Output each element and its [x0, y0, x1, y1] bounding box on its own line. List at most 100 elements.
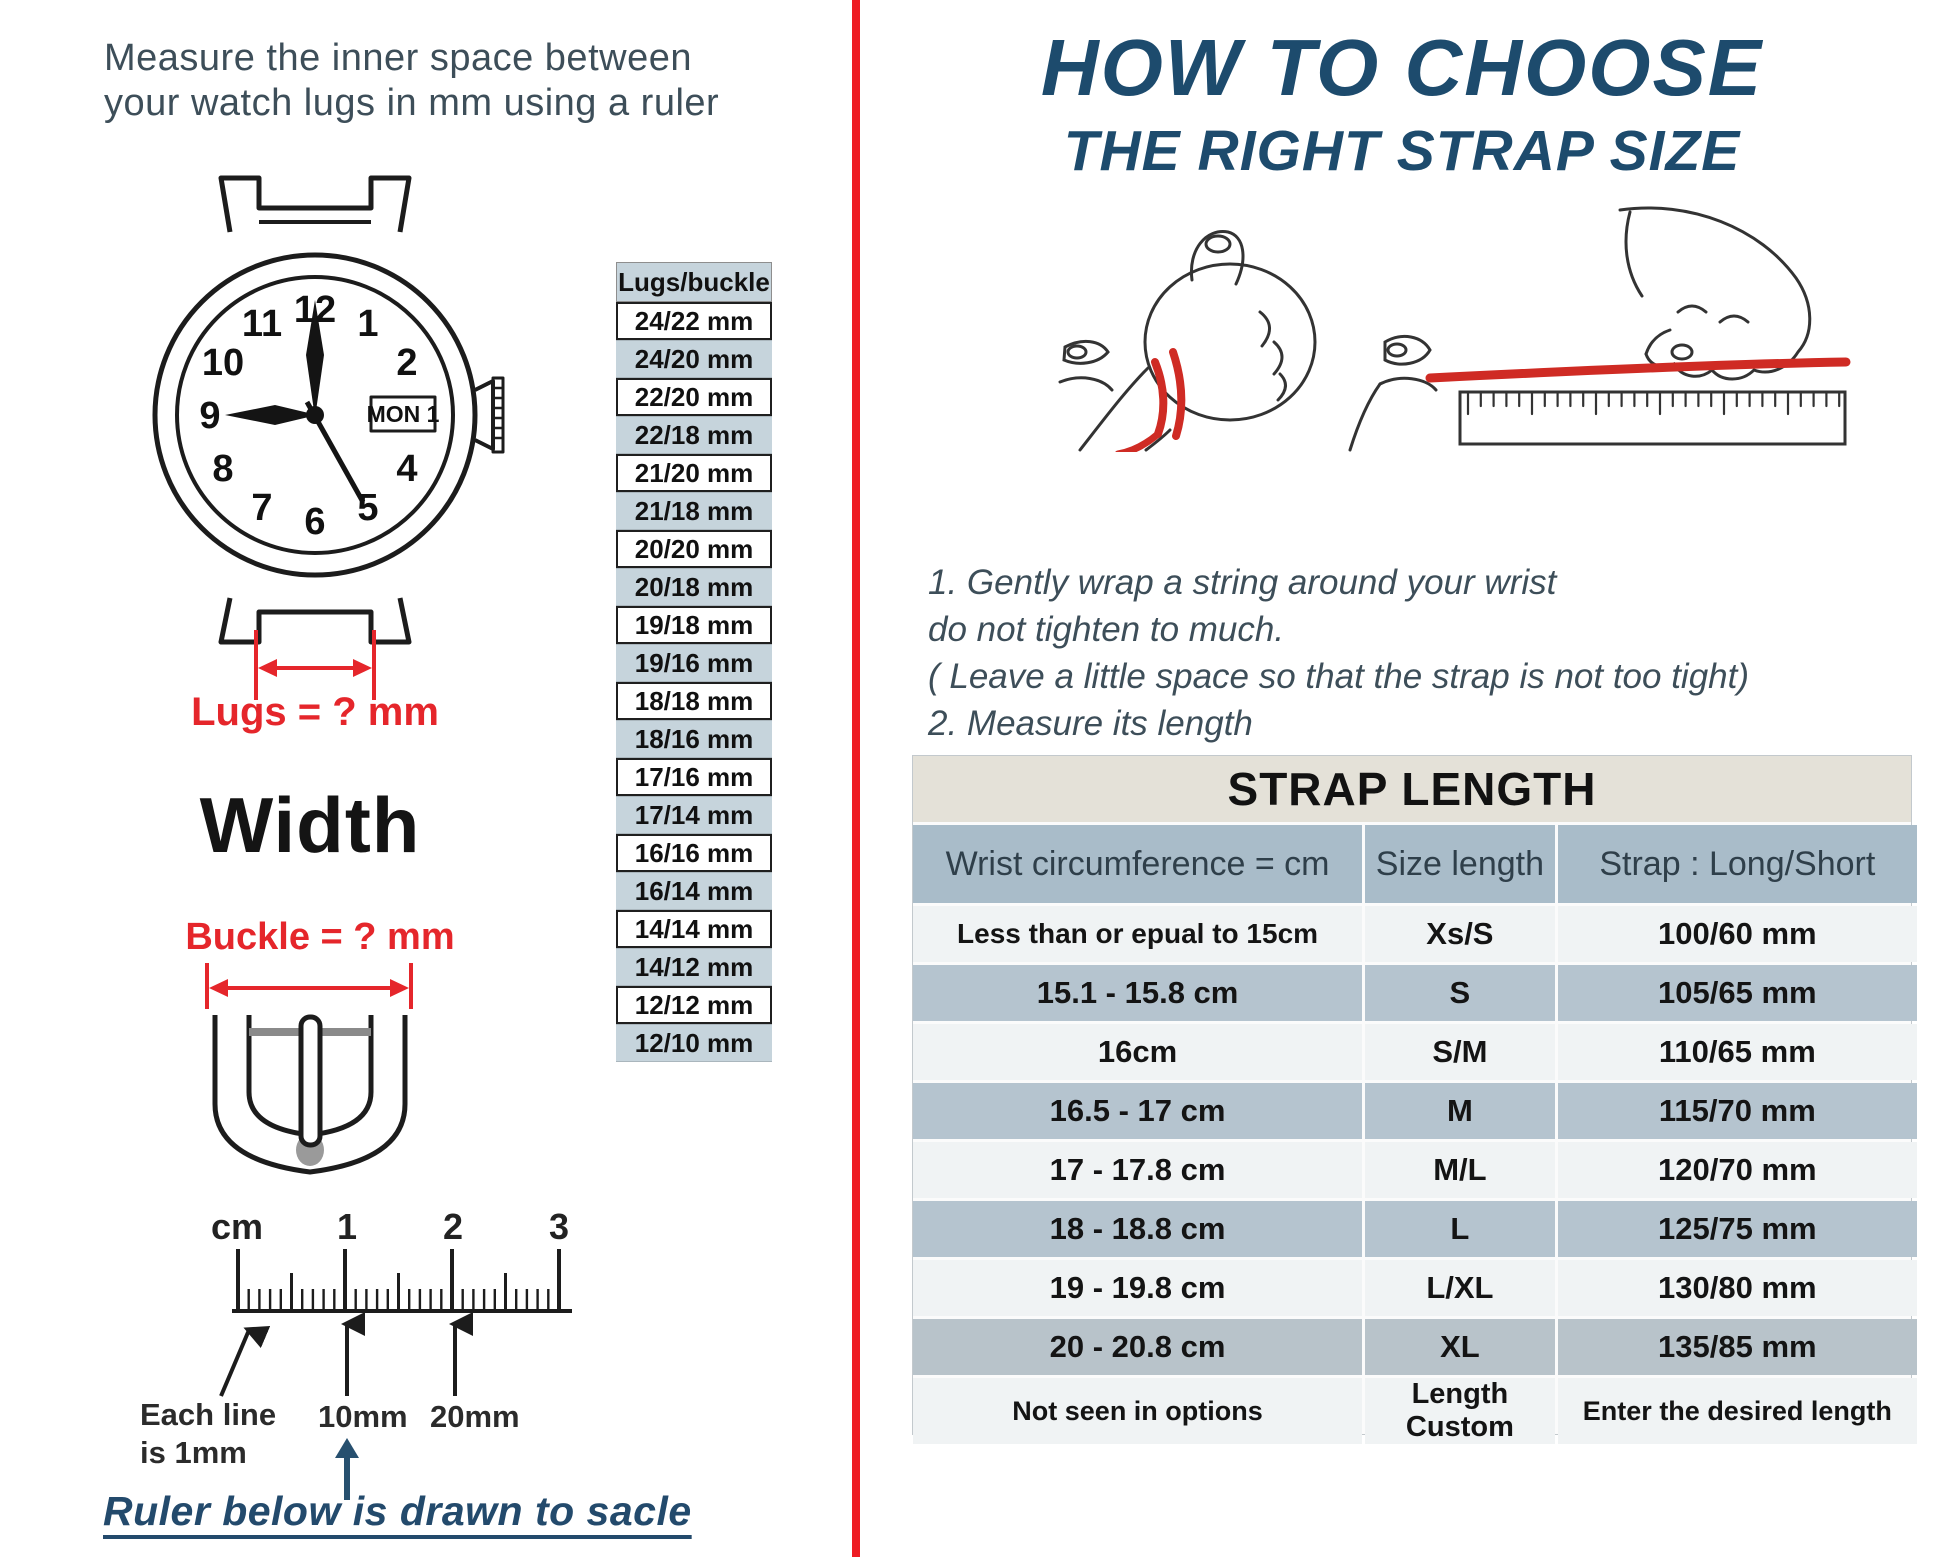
instruction-line: 1. Gently wrap a string around your wris… [928, 563, 1557, 602]
size-list-item: 21/18 mm [616, 492, 772, 530]
table-row: 16cm S/M 110/65 mm [913, 1024, 1917, 1080]
table-cell: 125/75 mm [1557, 1201, 1917, 1257]
table-cell: L [1365, 1201, 1555, 1257]
each-line-label-1: Each line [140, 1397, 277, 1432]
ruler-illustration [232, 1249, 572, 1313]
red-divider-line [852, 0, 860, 1557]
size-list-item: 14/12 mm [616, 948, 772, 986]
watch-number: 4 [396, 448, 417, 490]
watch-hands [225, 300, 366, 504]
table-cell: Not seen in options [913, 1378, 1363, 1444]
date-window-text: MON 1 [367, 401, 440, 427]
buckle-illustration [212, 1014, 408, 1175]
watch-illustration: 12 1 2 4 5 6 7 8 9 10 11 MON 1 [152, 175, 505, 645]
table-cell: S [1365, 965, 1555, 1021]
instructions: 1. Gently wrap a string around your wris… [928, 560, 1788, 748]
strap-table-title: STRAP LENGTH [913, 756, 1911, 822]
red-string-stretched [1425, 357, 1851, 383]
column-header-strap: Strap : Long/Short [1557, 825, 1917, 903]
size-list-item: 24/22 mm [616, 302, 772, 340]
table-cell: Enter the desired length [1557, 1378, 1917, 1444]
size-list-item: 22/18 mm [616, 416, 772, 454]
table-cell: 20 - 20.8 cm [913, 1319, 1363, 1375]
scale-note: Ruler below is drawn to sacle [103, 1488, 692, 1534]
table-cell: 16cm [913, 1024, 1363, 1080]
lugs-measure-arrow [254, 630, 376, 700]
table-cell: M/L [1365, 1142, 1555, 1198]
red-string [1115, 348, 1186, 452]
left-heading-line1: Measure the inner space between [104, 37, 692, 79]
instruction-line: 2. Measure its length [928, 703, 1253, 743]
strap-length-table: STRAP LENGTH Wrist circumference = cm Si… [912, 755, 1917, 1444]
size-list-item: 12/12 mm [616, 986, 772, 1024]
watch-number: 2 [396, 342, 417, 384]
table-row: Not seen in options Length Custom Enter th… [913, 1378, 1917, 1444]
table-cell: XL [1365, 1319, 1555, 1375]
size-list-item: 20/18 mm [616, 568, 772, 606]
left-heading: Measure the inner space between your wat… [104, 36, 864, 126]
ruler-pointer-arrows [219, 1312, 473, 1397]
watch-number: 10 [202, 342, 244, 384]
mini-ruler-ticks [1466, 390, 1841, 416]
buckle-width-label: Buckle = ? mm [185, 916, 455, 958]
table-row: 15.1 - 15.8 cm S 105/65 mm [913, 965, 1917, 1021]
size-list-rows: 24/22 mm 24/20 mm 22/20 mm 22/18 mm 21/20 mm… [616, 302, 772, 1062]
table-cell: 115/70 mm [1557, 1083, 1917, 1139]
page-title-line1: HOW TO CHOOSE [1040, 23, 1764, 112]
table-row: 20 - 20.8 cm XL 135/85 mm [913, 1319, 1917, 1375]
column-header-size: Size length [1365, 825, 1555, 903]
table-cell: 120/70 mm [1557, 1142, 1917, 1198]
strap-table-header: Wrist circumference = cm Size length Str… [913, 825, 1917, 903]
ruler-measuring-illustration [1348, 206, 1851, 452]
table-row: 17 - 17.8 cm M/L 120/70 mm [913, 1142, 1917, 1198]
table-cell: Less than or epual to 15cm [913, 906, 1363, 962]
table-cell: M [1365, 1083, 1555, 1139]
watch-number: 6 [304, 501, 325, 543]
scale-note-arrow [335, 1438, 359, 1500]
table-row: 18 - 18.8 cm L 125/75 mm [913, 1201, 1917, 1257]
size-list-item: 22/20 mm [616, 378, 772, 416]
table-cell: 135/85 mm [1557, 1319, 1917, 1375]
instruction-line: ( Leave a little space so that the strap… [928, 656, 1750, 696]
size-list-item: 17/14 mm [616, 796, 772, 834]
size-list-item: 18/18 mm [616, 682, 772, 720]
ruler-mark-3: 3 [548, 1206, 570, 1247]
wrist-measuring-illustrations [1058, 206, 1851, 452]
size-list-item: 21/20 mm [616, 454, 772, 492]
label-20mm: 20mm [430, 1399, 520, 1434]
width-label: Width [199, 781, 421, 869]
watch-number: 7 [251, 487, 272, 529]
table-cell: 18 - 18.8 cm [913, 1201, 1363, 1257]
left-heading-line2: your watch lugs in mm using a ruler [104, 81, 720, 124]
string-wrap-illustration [1058, 230, 1317, 452]
lugs-label: Lugs = ? mm [191, 690, 439, 734]
table-cell: 16.5 - 17 cm [913, 1083, 1363, 1139]
watch-number: 1 [357, 303, 378, 345]
size-list-item: 20/20 mm [616, 530, 772, 568]
table-cell: 17 - 17.8 cm [913, 1142, 1363, 1198]
size-list-item: 14/14 mm [616, 910, 772, 948]
table-cell: 130/80 mm [1557, 1260, 1917, 1316]
size-list-item: 16/16 mm [616, 834, 772, 872]
table-cell: 105/65 mm [1557, 965, 1917, 1021]
ruler-ticks-group [236, 1249, 561, 1311]
page-title-line2: THE RIGHT STRAP SIZE [1063, 119, 1741, 183]
date-window [369, 395, 437, 433]
size-list-item: 17/16 mm [616, 758, 772, 796]
instruction-line: do not tighten to much. [928, 609, 1285, 649]
size-list-item: 18/16 mm [616, 720, 772, 758]
ruler-unit-label: cm [210, 1206, 264, 1247]
each-line-label-2: is 1mm [140, 1435, 247, 1470]
table-cell: Length Custom [1365, 1378, 1555, 1444]
table-row: Less than or epual to 15cm Xs/S 100/60 mm [913, 906, 1917, 962]
lug-size-list: Lugs/buckle 24/22 mm 24/20 mm 22/20 mm 22/1… [616, 262, 772, 1062]
watch-number: 12 [294, 289, 336, 331]
watch-number: 5 [357, 487, 378, 529]
watch-number: 11 [242, 303, 282, 345]
table-cell: Xs/S [1365, 906, 1555, 962]
size-list-item: 24/20 mm [616, 340, 772, 378]
size-list-item: 19/18 mm [616, 606, 772, 644]
table-cell: 15.1 - 15.8 cm [913, 965, 1363, 1021]
table-row: 16.5 - 17 cm M 115/70 mm [913, 1083, 1917, 1139]
